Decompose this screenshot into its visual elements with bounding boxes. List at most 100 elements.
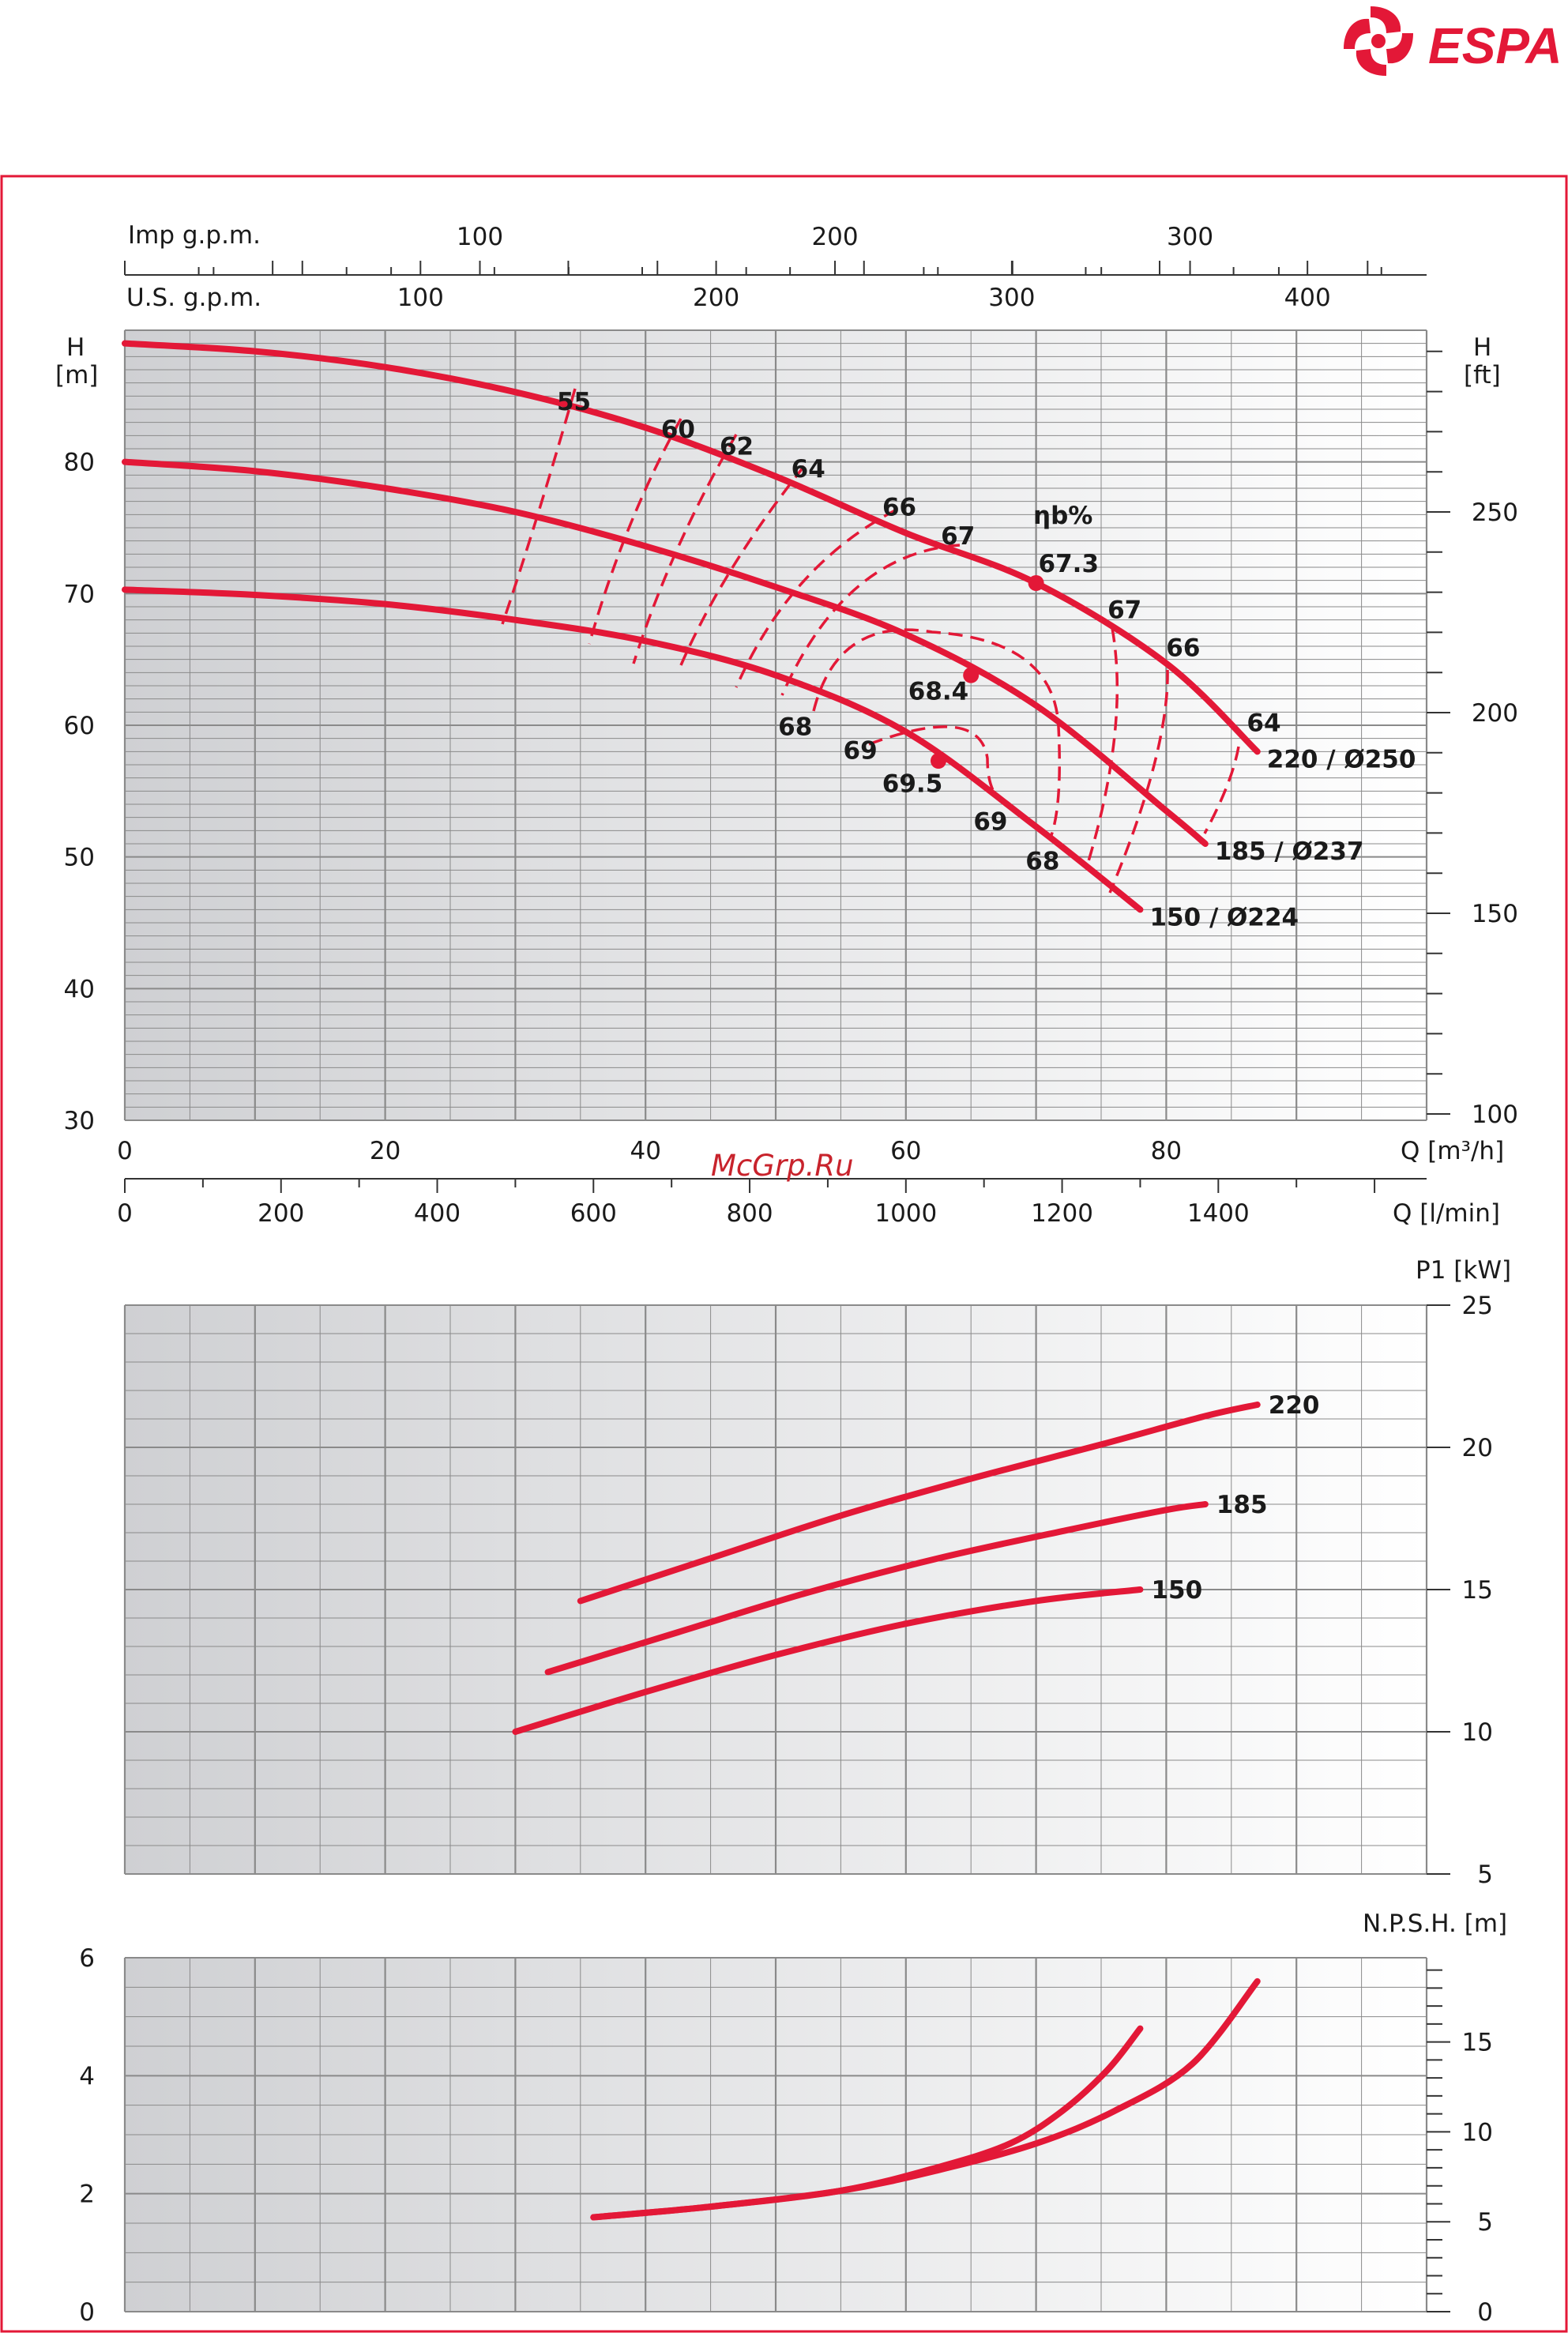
head-y-ticks: 30 40 50 60 70 80 — [64, 449, 95, 1135]
eta-label: ηb% — [1033, 502, 1092, 530]
head-y-tick-label: 30 — [64, 1107, 95, 1135]
npsh-ft-tick-label: 10 — [1462, 2118, 1493, 2147]
power-y-tick-label: 15 — [1462, 1576, 1493, 1605]
espa-logo: ESPA — [1344, 6, 1562, 76]
h-ft-label-line2: [ft] — [1464, 361, 1501, 389]
efficiency-label: 68 — [778, 713, 812, 742]
eff-66-right-contour — [1108, 669, 1169, 894]
head-x-tick-label: 60 — [890, 1137, 921, 1165]
h-m-label-line1: H — [66, 333, 85, 362]
head-x-tick-label: 20 — [370, 1137, 400, 1165]
eff-64-right-contour — [1203, 746, 1240, 834]
lmin-tick-label: 400 — [414, 1199, 461, 1228]
npsh-curves — [590, 1977, 1261, 2221]
head-y-tick-label: 70 — [64, 580, 95, 608]
power-y-tick-label: 10 — [1462, 1718, 1493, 1747]
efficiency-label: 64 — [792, 455, 825, 484]
npsh-curve-2 — [590, 2025, 1144, 2221]
efficiency-contours — [501, 388, 1240, 894]
bep-point — [963, 667, 980, 683]
eff-64-contour — [679, 465, 806, 666]
eff-60-contour — [588, 418, 682, 645]
npsh-y-tick-label: 6 — [79, 1944, 95, 1973]
npsh-y-ticks: 0 2 4 6 — [79, 1944, 95, 2327]
eff-55-contour — [501, 388, 577, 625]
head-ft-tick-label: 250 — [1472, 499, 1518, 527]
efficiency-label: 68.4 — [908, 678, 969, 706]
h-ft-label-line1: H — [1473, 333, 1491, 362]
lmin-tick-label: 0 — [117, 1199, 133, 1228]
head-x-ticks: 0 20 40 60 80 — [117, 1137, 1182, 1165]
efficiency-label: 69.5 — [882, 770, 943, 798]
power-y-tick-label: 20 — [1462, 1434, 1493, 1462]
npsh-y-tick-label: 0 — [79, 2298, 95, 2327]
efficiency-label: 69 — [973, 808, 1007, 837]
power-grid — [123, 1304, 1428, 1875]
head-y-tick-label: 60 — [64, 712, 95, 740]
eff-67-right-contour — [1085, 627, 1119, 870]
head-curve-1 — [122, 340, 1261, 755]
p1-label: P1 [kW] — [1416, 1256, 1511, 1285]
npsh-ft-tick-label: 5 — [1477, 2208, 1493, 2237]
head-x-tick-label: 40 — [630, 1137, 660, 1165]
head-y-tick-label: 40 — [64, 975, 95, 1003]
power-y-ticks: 5 10 15 20 25 — [1427, 1292, 1493, 1889]
power-curve-2 — [544, 1501, 1209, 1676]
efficiency-label: 66 — [882, 493, 916, 521]
head-ft-ticks: 100 150 200 250 — [1426, 330, 1518, 1129]
efficiency-label: 64 — [1247, 709, 1280, 738]
head-curve-label: 185 / Ø237 — [1215, 837, 1364, 866]
imp-gpm-tick-label: 200 — [811, 223, 858, 251]
efficiency-label: 67 — [941, 522, 975, 551]
efficiency-label: 60 — [661, 416, 695, 444]
eff-69-contour — [868, 725, 1003, 803]
imp-gpm-tick-label: 300 — [1167, 223, 1213, 251]
imp-gpm-axis: 100 200 300 — [124, 223, 1427, 276]
eff-68-contour — [812, 628, 1061, 838]
head-ft-tick-label: 200 — [1472, 699, 1518, 728]
lmin-tick-label: 800 — [726, 1199, 773, 1228]
efficiency-label: 55 — [557, 388, 591, 416]
power-curve-label: 150 — [1151, 1576, 1202, 1605]
us-gpm-tick-label: 200 — [693, 284, 739, 312]
eff-66-contour — [735, 508, 897, 688]
watermark: McGrp.Ru — [711, 1149, 854, 1183]
power-y-tick-label: 25 — [1462, 1292, 1493, 1320]
power-curves: 220 185 150 — [512, 1391, 1319, 1735]
head-curve-3 — [122, 586, 1144, 913]
head-y-tick-label: 50 — [64, 844, 95, 872]
head-curve-2 — [122, 458, 1209, 847]
efficiency-label: 66 — [1166, 634, 1200, 663]
head-x-tick-label: 80 — [1151, 1137, 1182, 1165]
imp-gpm-tick-label: 100 — [457, 223, 503, 251]
q-lmin-label: Q [l/min] — [1393, 1199, 1500, 1228]
lmin-tick-label: 600 — [570, 1199, 617, 1228]
h-m-label-line2: [m] — [55, 361, 98, 389]
npsh-ft-tick-label: 15 — [1462, 2029, 1493, 2057]
efficiency-label: 62 — [720, 433, 754, 461]
bep-point — [1028, 575, 1044, 591]
npsh-ft-tick-label: 0 — [1477, 2298, 1493, 2327]
npsh-label: N.P.S.H. [m] — [1363, 1910, 1507, 1938]
head-curve-label: 220 / Ø250 — [1267, 745, 1416, 773]
npsh-y-tick-label: 2 — [79, 2181, 95, 2209]
lmin-tick-label: 1400 — [1187, 1199, 1250, 1228]
lmin-axis: 0 200 400 600 800 1000 1200 1400 — [117, 1178, 1427, 1228]
npsh-grid — [123, 1957, 1428, 2312]
lmin-tick-label: 200 — [258, 1199, 304, 1228]
chart-frame — [0, 175, 1568, 2333]
power-y-tick-label: 5 — [1477, 1861, 1493, 1889]
head-ft-tick-label: 150 — [1472, 900, 1518, 928]
us-gpm-label: U.S. g.p.m. — [126, 284, 261, 312]
efficiency-label: 67.3 — [1039, 550, 1100, 578]
head-curve-label: 150 / Ø224 — [1149, 903, 1299, 931]
power-curve-1 — [577, 1402, 1261, 1605]
head-curves: 220 / Ø250 185 / Ø237 150 / Ø224 — [122, 340, 1416, 931]
bep-point — [931, 753, 946, 769]
eff-67-contour — [780, 544, 961, 696]
efficiency-label: 68 — [1025, 848, 1059, 876]
npsh-y-tick-label: 4 — [79, 2062, 95, 2090]
head-x-tick-label: 0 — [117, 1137, 133, 1165]
head-y-tick-label: 80 — [64, 449, 95, 477]
